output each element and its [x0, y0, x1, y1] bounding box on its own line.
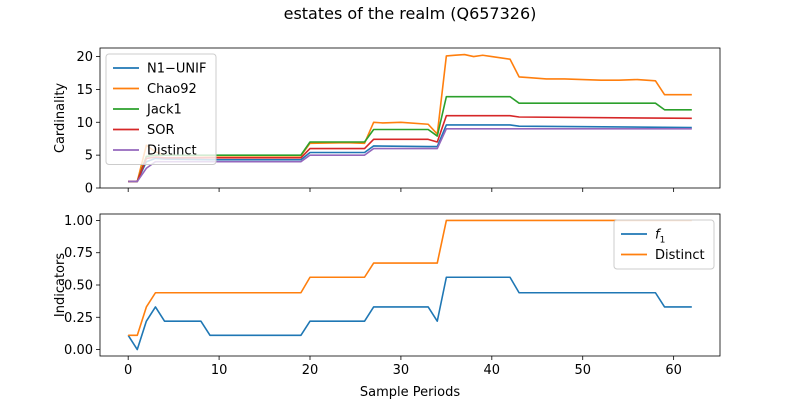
legend-label: f1 [655, 228, 665, 246]
x-tick-label: 30 [393, 363, 410, 378]
legend: N1−UNIF Chao92 Jack1 SOR Distinct [105, 53, 217, 165]
legend-label: Chao92 [147, 82, 197, 97]
y-tick-label: 15 [76, 83, 93, 98]
x-tick-label: 40 [484, 363, 501, 378]
legend-label: SOR [147, 123, 175, 138]
axes-frame [99, 213, 721, 357]
y-axis-label: Cardinality [53, 83, 68, 154]
legend-label: N1−UNIF [147, 62, 206, 77]
chart-panels: 0 5 10 15 20 Cardinality N1−UNIF Chao92 Jack1 SOR… [53, 47, 721, 400]
legend-label: Distinct [147, 144, 197, 159]
panel-2: 0 10 20 30 40 50 60 0.00 0.25 0.50 0.75 1.00 Indicat… [53, 213, 721, 400]
y-tick-label: 0.00 [64, 343, 93, 358]
y-tick-label: 0 [85, 182, 93, 197]
legend-label: Jack1 [146, 103, 182, 118]
x-tick-label: 60 [665, 363, 682, 378]
y-tick-label: 5 [85, 149, 93, 164]
x-tick-label: 0 [124, 363, 132, 378]
y-tick-label: 10 [76, 116, 93, 131]
y-tick-label: 0.25 [64, 311, 93, 326]
y-tick-label: 1.00 [64, 214, 93, 229]
y-tick-label: 0.75 [64, 246, 93, 261]
legend-box [105, 53, 217, 165]
axes-frame [99, 47, 721, 189]
x-tick-label: 50 [574, 363, 591, 378]
panel-1: 0 5 10 15 20 Cardinality N1−UNIF Chao92 Jack1 SOR… [53, 47, 721, 197]
series-line-5 [128, 128, 692, 183]
legend-label: Distinct [655, 248, 705, 263]
x-tick-label: 10 [211, 363, 228, 378]
x-axis-label: Sample Periods [360, 385, 460, 400]
y-tick-label: 20 [76, 50, 93, 65]
legend-box [613, 219, 715, 270]
y-tick-label: 0.50 [64, 279, 93, 294]
chart-title: estates of the realm (Q657326) [284, 4, 537, 23]
y-axis-label: Indicators [53, 253, 68, 317]
legend: f1 Distinct [613, 219, 715, 270]
series-line-2 [128, 219, 692, 337]
x-tick-label: 20 [302, 363, 319, 378]
series-line-1 [127, 276, 692, 351]
